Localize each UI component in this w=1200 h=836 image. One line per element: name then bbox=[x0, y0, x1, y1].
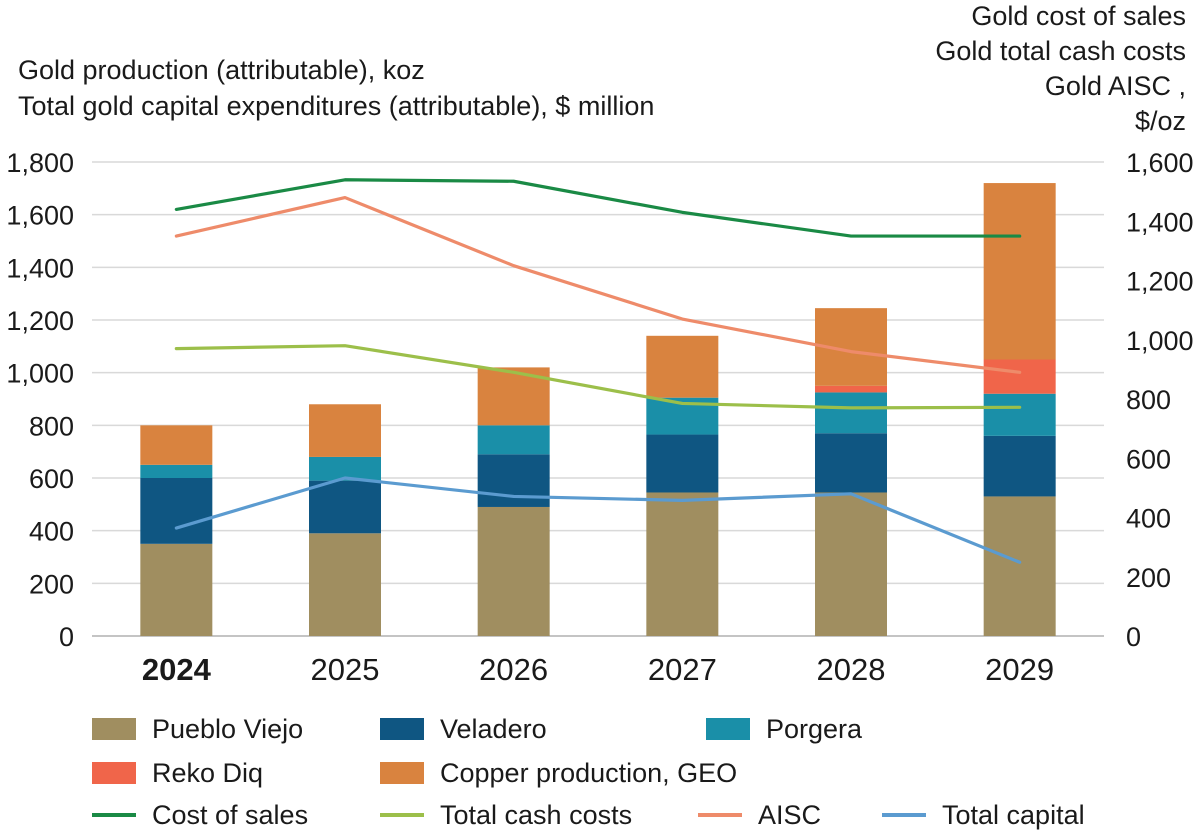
bar-pueblo-viejo-2029 bbox=[983, 496, 1056, 636]
bar-copper-production-geo-2025 bbox=[309, 404, 381, 457]
left-axis-tick-label: 1,000 bbox=[6, 359, 74, 389]
legend-label-veladero: Veladero bbox=[440, 713, 547, 744]
bar-reko-diq-2028 bbox=[815, 385, 887, 393]
legend-swatch-pueblo-viejo bbox=[92, 718, 136, 740]
right-axis-tick-label: 1,000 bbox=[1126, 326, 1194, 356]
bar-pueblo-viejo-2027 bbox=[646, 492, 719, 636]
legend: Pueblo Viejo Veladero Porgera Reko Diq C… bbox=[0, 700, 1200, 836]
right-axis-title-line-4: $/oz bbox=[1134, 106, 1186, 136]
bar-copper-production-geo-2029 bbox=[983, 183, 1056, 360]
combo-chart: 0 200 400 600 800 1,000 1,200 1,400 1,600 1,800 0 2… bbox=[6, 148, 1194, 687]
bar-veladero-2025 bbox=[309, 480, 381, 534]
right-axis-title-line-2: Gold total cash costs bbox=[935, 36, 1186, 66]
bar-pueblo-viejo-2024 bbox=[140, 543, 213, 636]
bar-veladero-2027 bbox=[646, 434, 719, 493]
left-axis-title-line-2: Total gold capital expenditures (attribu… bbox=[18, 91, 655, 121]
legend-label-cost-of-sales: Cost of sales bbox=[152, 799, 309, 830]
bar-pueblo-viejo-2026 bbox=[477, 506, 550, 636]
legend-line-cost-of-sales bbox=[92, 813, 136, 817]
bar-reko-diq-2029 bbox=[983, 359, 1056, 394]
legend-label-total-capital: Total capital bbox=[942, 799, 1085, 830]
left-axis-tick-label: 1,800 bbox=[6, 148, 74, 178]
right-axis-tick-label: 600 bbox=[1126, 444, 1171, 474]
legend-swatch-reko-diq bbox=[92, 762, 136, 784]
legend-swatch-copper bbox=[380, 762, 424, 784]
left-axis-tick-label: 0 bbox=[59, 622, 74, 652]
bar-veladero-2026 bbox=[477, 454, 550, 507]
x-axis-label-2027: 2027 bbox=[648, 652, 717, 687]
right-axis-tick-label: 800 bbox=[1126, 385, 1171, 415]
right-axis-tick-label: 1,200 bbox=[1126, 267, 1194, 297]
bar-pueblo-viejo-2025 bbox=[309, 533, 381, 636]
bar-porgera-2024 bbox=[140, 464, 213, 478]
legend-item-aisc: AISC bbox=[698, 797, 821, 833]
right-axis-tick-label: 400 bbox=[1126, 504, 1171, 534]
x-axis-label-2028: 2028 bbox=[817, 652, 886, 687]
legend-line-total-capital bbox=[882, 813, 926, 817]
line-cost-of-sales bbox=[174, 178, 1022, 238]
legend-line-total-cash-costs bbox=[380, 813, 424, 817]
bar-veladero-2024 bbox=[140, 478, 213, 544]
legend-label-porgera: Porgera bbox=[766, 713, 863, 744]
legend-label-reko-diq: Reko Diq bbox=[152, 757, 264, 788]
left-axis-tick-label: 400 bbox=[29, 517, 74, 547]
bar-veladero-2028 bbox=[815, 433, 887, 493]
legend-label-copper: Copper production, GEO bbox=[440, 757, 738, 788]
right-axis-tick-label: 1,600 bbox=[1126, 148, 1194, 178]
legend-item-pueblo-viejo: Pueblo Viejo bbox=[92, 711, 303, 747]
legend-line-aisc bbox=[698, 813, 742, 817]
legend-item-reko-diq: Reko Diq bbox=[92, 755, 263, 791]
bar-porgera-2029 bbox=[983, 393, 1056, 436]
left-axis-tick-label: 1,200 bbox=[6, 306, 74, 336]
x-axis-label-2026: 2026 bbox=[479, 652, 548, 687]
right-axis-tick-label: 200 bbox=[1126, 563, 1171, 593]
bar-porgera-2028 bbox=[815, 392, 887, 434]
legend-item-porgera: Porgera bbox=[706, 711, 862, 747]
legend-item-copper: Copper production, GEO bbox=[380, 755, 737, 791]
left-axis-tick-label: 800 bbox=[29, 411, 74, 441]
left-axis-title-line-1: Gold production (attributable), koz bbox=[18, 55, 425, 85]
right-axis-title-line-3: Gold AISC , bbox=[1044, 71, 1186, 101]
bar-porgera-2025 bbox=[309, 456, 381, 481]
x-axis-label-2024: 2024 bbox=[142, 652, 212, 687]
legend-label-total-cash-costs: Total cash costs bbox=[440, 799, 633, 830]
legend-swatch-porgera bbox=[706, 718, 750, 740]
legend-item-total-cash-costs: Total cash costs bbox=[380, 797, 632, 833]
left-axis-tick-label: 200 bbox=[29, 569, 74, 599]
legend-label-pueblo-viejo: Pueblo Viejo bbox=[152, 713, 304, 744]
right-axis-tick-label: 0 bbox=[1126, 622, 1141, 652]
line-total-capital bbox=[174, 476, 1022, 564]
right-axis-title-line-1: Gold cost of sales bbox=[971, 1, 1186, 31]
bar-veladero-2029 bbox=[983, 435, 1056, 497]
legend-label-aisc: AISC bbox=[758, 799, 822, 830]
legend-item-veladero: Veladero bbox=[380, 711, 547, 747]
bar-copper-production-geo-2027 bbox=[646, 335, 719, 398]
legend-item-total-capital: Total capital bbox=[882, 797, 1085, 833]
line-total-cash-costs bbox=[174, 344, 1022, 410]
x-axis-label-2025: 2025 bbox=[311, 652, 380, 687]
left-axis-tick-label: 1,600 bbox=[6, 201, 74, 231]
legend-swatch-veladero bbox=[380, 718, 424, 740]
bar-copper-production-geo-2024 bbox=[140, 425, 213, 465]
left-axis-tick-label: 600 bbox=[29, 464, 74, 494]
left-axis-tick-label: 1,400 bbox=[6, 253, 74, 283]
right-axis-tick-label: 1,400 bbox=[1126, 207, 1194, 237]
x-axis-label-2029: 2029 bbox=[985, 652, 1054, 687]
bar-porgera-2026 bbox=[477, 425, 550, 455]
bar-pueblo-viejo-2028 bbox=[815, 492, 887, 636]
line-aisc bbox=[174, 195, 1022, 374]
legend-item-cost-of-sales: Cost of sales bbox=[92, 797, 308, 833]
